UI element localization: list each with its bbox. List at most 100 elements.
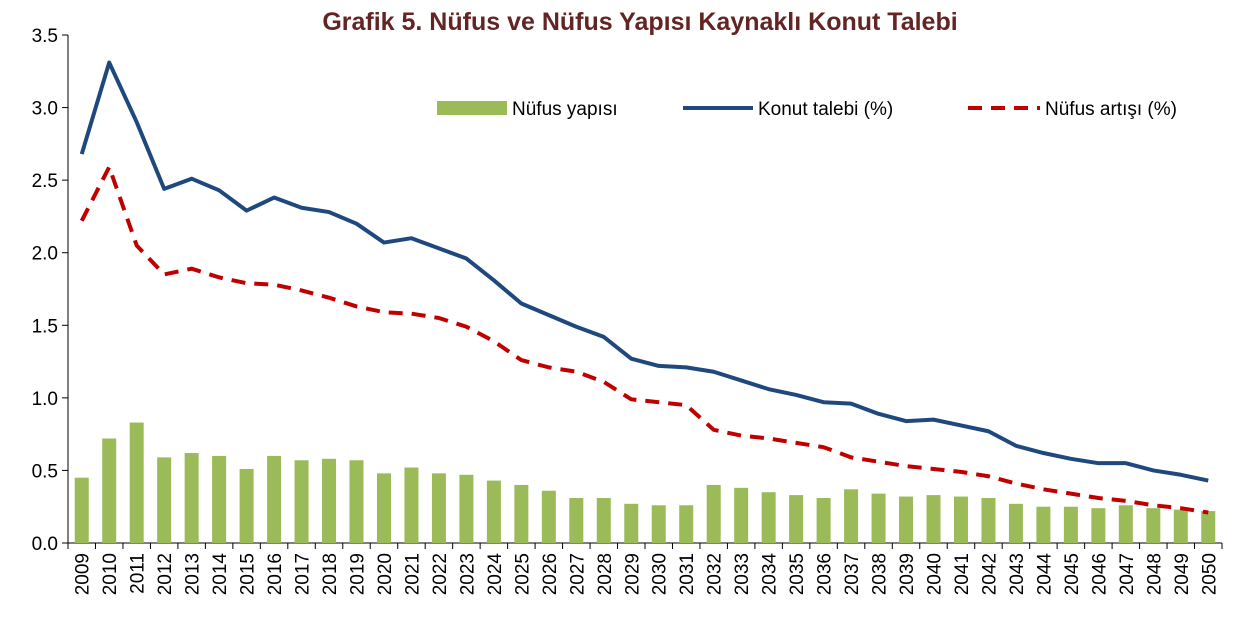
x-tick-label: 2044 (1034, 553, 1055, 596)
bar (734, 487, 749, 543)
x-tick-label: 2042 (979, 553, 1000, 595)
bar (651, 505, 666, 543)
x-tick-label: 2018 (320, 553, 341, 595)
bar (871, 493, 886, 543)
x-tick-label: 2028 (595, 553, 616, 595)
y-tick-label: 0.5 (32, 461, 58, 482)
bar (349, 460, 364, 543)
x-tick-label: 2041 (952, 553, 973, 595)
bar (926, 495, 941, 543)
x-tick-label: 2039 (897, 553, 918, 595)
bar (1063, 506, 1078, 543)
chart-title: Grafik 5. Nüfus ve Nüfus Yapısı Kaynaklı… (322, 8, 957, 36)
legend-label: Konut talebi (%) (758, 99, 893, 120)
bar (789, 495, 804, 543)
line (79, 165, 1209, 515)
x-tick-label: 2024 (485, 553, 506, 596)
bar (844, 489, 859, 543)
bar (1008, 503, 1023, 543)
bar (267, 455, 282, 543)
bar (431, 473, 446, 543)
bar (679, 505, 694, 543)
x-tick-label: 2015 (238, 553, 259, 595)
bar (322, 458, 337, 543)
y-tick-label: 3.5 (32, 26, 58, 47)
x-tick-label: 2030 (650, 553, 671, 595)
x-tick-label: 2049 (1172, 553, 1193, 595)
line (79, 60, 1209, 483)
x-tick-label: 2023 (457, 553, 478, 595)
bar (816, 498, 831, 543)
x-tick-label: 2033 (732, 553, 753, 595)
bar (514, 484, 529, 543)
x-tick-label: 2045 (1062, 553, 1083, 595)
x-tick-label: 2010 (100, 553, 121, 595)
x-tick-label: 2022 (430, 553, 451, 595)
x-tick-label: 2029 (622, 553, 643, 595)
bar (376, 473, 391, 543)
bar (569, 498, 584, 543)
bar (129, 422, 144, 543)
bar (212, 455, 227, 543)
x-tick-label: 2046 (1089, 553, 1110, 595)
x-tick-label: 2016 (265, 553, 286, 595)
x-tick-label: 2043 (1007, 553, 1028, 595)
bar (459, 474, 474, 543)
legend-label: Nüfus artışı (%) (1045, 99, 1177, 120)
x-tick-label: 2014 (210, 553, 231, 596)
legend-label: Nüfus yapısı (512, 99, 618, 120)
y-tick-label: 1.5 (32, 316, 58, 337)
x-tick-label: 2019 (348, 553, 369, 595)
bar (899, 496, 914, 543)
x-tick-label: 2038 (870, 553, 891, 595)
y-tick-label: 2.0 (32, 244, 58, 265)
bar (1201, 511, 1216, 543)
bar (541, 490, 556, 543)
bar (624, 503, 639, 543)
x-tick-label: 2047 (1117, 553, 1138, 595)
bar (1118, 505, 1133, 543)
bar (239, 468, 254, 543)
bar (981, 498, 996, 543)
bar (404, 467, 419, 543)
y-tick-label: 0.0 (32, 534, 58, 555)
x-tick-label: 2040 (925, 553, 946, 595)
x-tick-label: 2048 (1144, 553, 1165, 595)
x-tick-label: 2050 (1199, 553, 1220, 595)
x-tick-label: 2031 (677, 553, 698, 595)
bar (1036, 506, 1051, 543)
y-tick-label: 2.5 (32, 171, 58, 192)
bar (74, 477, 89, 543)
x-tick-label: 2035 (787, 553, 808, 595)
bar (596, 498, 611, 543)
x-tick-label: 2012 (155, 553, 176, 595)
x-tick-label: 2009 (73, 553, 94, 595)
bar (294, 460, 309, 543)
y-tick-label: 3.0 (32, 99, 58, 120)
x-tick-label: 2025 (512, 553, 533, 595)
x-tick-label: 2036 (815, 553, 836, 595)
x-tick-label: 2032 (705, 553, 726, 595)
x-tick-label: 2034 (760, 553, 781, 596)
x-tick-label: 2026 (540, 553, 561, 595)
legend-swatch (437, 101, 507, 115)
bar (102, 438, 117, 543)
bar (1173, 509, 1188, 543)
bar (1146, 508, 1161, 543)
bar (761, 492, 776, 543)
bar (184, 453, 199, 543)
x-tick-label: 2011 (128, 553, 149, 594)
x-tick-label: 2013 (183, 553, 204, 595)
x-tick-label: 2020 (375, 553, 396, 595)
x-tick-label: 2017 (293, 553, 314, 595)
y-tick-label: 1.0 (32, 389, 58, 410)
bar (706, 484, 721, 543)
bar (1091, 508, 1106, 543)
x-tick-label: 2021 (402, 553, 423, 595)
x-tick-label: 2027 (567, 553, 588, 595)
x-tick-label: 2037 (842, 553, 863, 595)
bar (157, 457, 172, 543)
bar (486, 480, 501, 543)
bar (953, 496, 968, 543)
